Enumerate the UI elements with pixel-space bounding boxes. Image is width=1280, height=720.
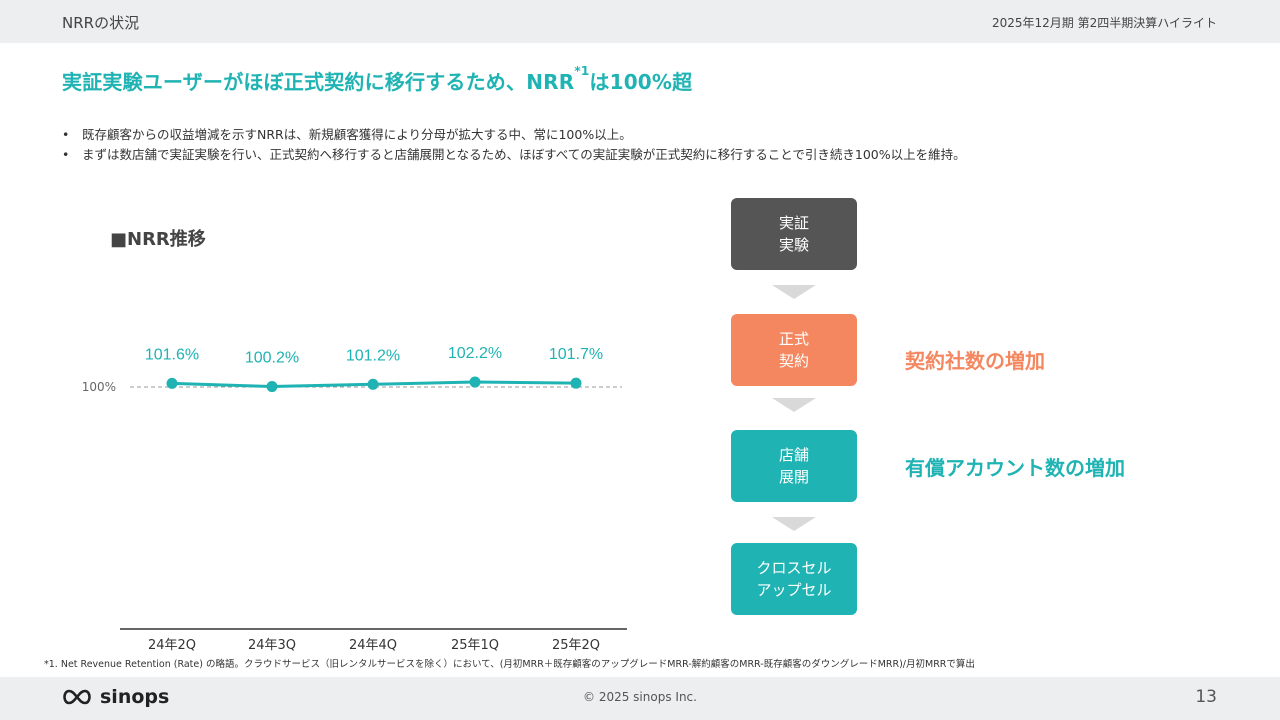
footer-bar [0, 677, 1280, 720]
infinity-logo-icon [63, 689, 91, 705]
bullet-text: まずは数店舗で実証実験を行い、正式契約へ移行すると店舗展開となるため、ほぼすべて… [82, 147, 966, 162]
headline: 実証実験ユーザーがほぼ正式契約に移行するため、NRR*1は100%超 [62, 64, 693, 95]
data-label: 101.6% [145, 346, 199, 363]
data-point [570, 377, 582, 389]
down-arrow-icon [772, 398, 816, 412]
bullet-item: • まずは数店舗で実証実験を行い、正式契約へ移行すると店舗展開となるため、ほぼすべ… [62, 145, 966, 165]
period-label: 2025年12月期 第2四半期決算ハイライト [991, 16, 1217, 30]
flow-effect: 契約社数の増加 [905, 349, 1045, 373]
data-label: 101.2% [346, 347, 400, 364]
headline-footnote-marker: *1 [574, 64, 590, 78]
logo-text: sinops [100, 686, 170, 708]
data-label: 100.2% [245, 350, 299, 367]
data-label: 102.2% [448, 345, 502, 362]
page-number: 13 [1195, 687, 1217, 707]
flow-step: 実証 実験 [731, 198, 857, 270]
bullet-item: • 既存顧客からの収益増減を示すNRRは、新規顧客獲得により分母が拡大する中、常に… [62, 125, 966, 145]
flow-step: 店舗 展開 [731, 430, 857, 502]
down-arrow-icon [772, 285, 816, 299]
down-arrow-icon [772, 517, 816, 531]
reference-line-label: 100% [82, 380, 116, 394]
copyright: © 2025 sinops Inc. [583, 690, 697, 704]
headline-tail: は100%超 [589, 70, 693, 94]
flow-effect: 有償アカウント数の増加 [905, 456, 1125, 480]
x-tick-label: 24年4Q [349, 638, 397, 653]
headline-main: 実証実験ユーザーがほぼ正式契約に移行するため、NRR [62, 70, 575, 94]
data-label: 101.7% [549, 346, 603, 363]
flow-step: 正式 契約 [731, 314, 857, 386]
data-point [367, 378, 379, 390]
x-tick-label: 25年1Q [451, 638, 499, 653]
footnote: *1. Net Revenue Retention (Rate) の略語。クラウ… [44, 659, 975, 670]
bullet-list: • 既存顧客からの収益増減を示すNRRは、新規顧客獲得により分母が拡大する中、常に… [62, 125, 966, 165]
data-point [266, 381, 278, 393]
x-tick-label: 25年2Q [552, 638, 600, 653]
data-point [166, 377, 178, 389]
section-title: NRRの状況 [62, 14, 140, 32]
x-tick-label: 24年3Q [248, 638, 296, 653]
sinops-logo: sinops [60, 686, 169, 708]
header-bar [0, 0, 1280, 43]
data-point [469, 376, 481, 388]
x-tick-label: 24年2Q [148, 638, 196, 653]
nrr-line-chart: 100% 101.6% 24年2Q 100.2% 24年3Q 101.2% 24年4Q 102… [82, 345, 627, 653]
chart-title: ■NRR推移 [110, 229, 206, 250]
bullet-text: 既存顧客からの収益増減を示すNRRは、新規顧客獲得により分母が拡大する中、常に1… [82, 127, 632, 142]
flow-step: クロスセル アップセル [731, 543, 857, 615]
